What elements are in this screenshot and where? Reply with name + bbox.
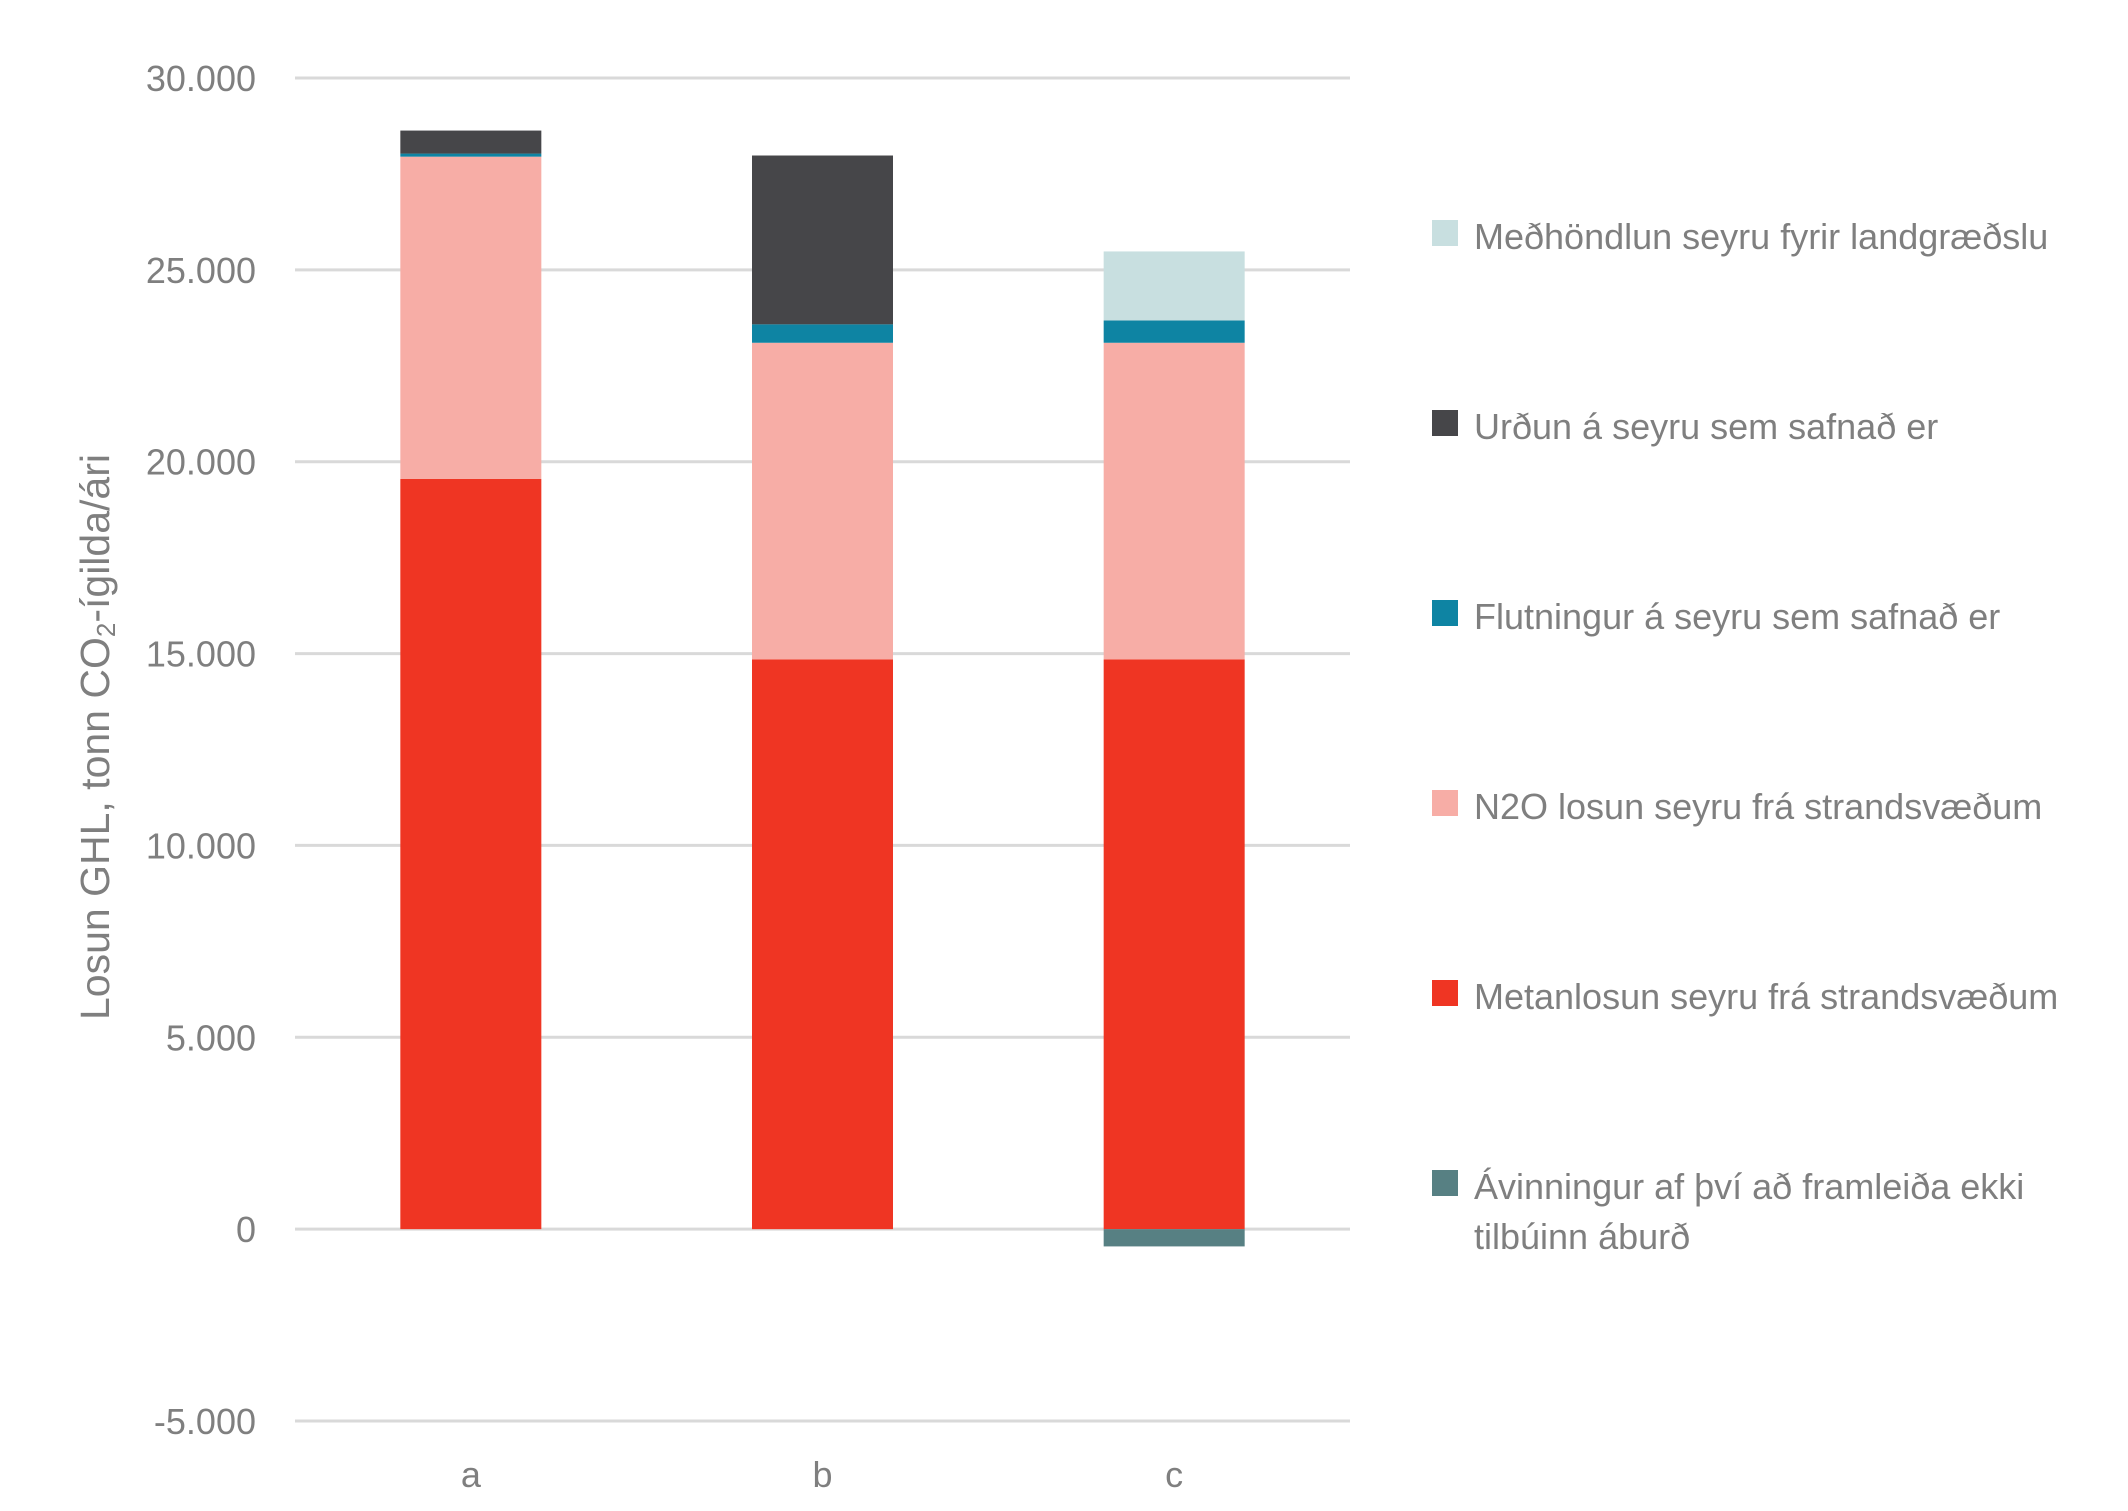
legend-label: Meðhöndlun seyru fyrir landgræðslu	[1474, 216, 2049, 257]
y-tick-label: 30.000	[146, 58, 256, 99]
legend-label: Ávinningur af því að framleiða ekki tilb…	[1474, 1166, 2025, 1257]
legend-label: N2O losun seyru frá strandsvæðum	[1474, 786, 2043, 827]
y-tick-label: 15.000	[146, 634, 256, 675]
legend-swatch	[1432, 980, 1458, 1006]
bar-segment	[1103, 659, 1245, 1230]
legend-swatch	[1432, 600, 1458, 626]
y-axis-label-suffix: -ígilda/ári	[72, 454, 118, 623]
legend-swatch	[1432, 1170, 1458, 1196]
y-axis-label-subscript: 2	[91, 622, 121, 638]
legend-label: Metanlosun seyru frá strandsvæðum	[1474, 976, 2059, 1017]
y-tick-label: 25.000	[146, 250, 256, 291]
legend-label: Urðun á seyru sem safnað er	[1474, 406, 1939, 447]
legend-item: Meðhöndlun seyru fyrir landgræðslu	[1432, 212, 2114, 262]
bar-segment	[1103, 320, 1245, 343]
legend-item: Ávinningur af því að framleiða ekki tilb…	[1432, 1162, 2114, 1262]
legend-item: Flutningur á seyru sem safnað er	[1432, 592, 2114, 642]
legend-swatch	[1432, 410, 1458, 436]
y-axis-label: Losun GHL, tonn CO2-ígilda/ári	[72, 454, 122, 1020]
bar-segment	[1103, 342, 1245, 660]
bar-segment	[400, 153, 542, 157]
legend-swatch	[1432, 790, 1458, 816]
legend-item: Metanlosun seyru frá strandsvæðum	[1432, 972, 2114, 1022]
x-axis-categories: a b c	[461, 1454, 1183, 1495]
legend-item: Urðun á seyru sem safnað er	[1432, 402, 2114, 452]
legend-swatch	[1432, 220, 1458, 246]
x-category-label: b	[812, 1454, 832, 1495]
bar-segment	[400, 478, 542, 1230]
legend: Meðhöndlun seyru fyrir landgræðslu Urðun …	[1432, 0, 2122, 1511]
legend-item: N2O losun seyru frá strandsvæðum	[1432, 782, 2114, 832]
bar-segment	[752, 155, 893, 325]
bar-segment	[400, 156, 542, 479]
y-tick-label: 20.000	[146, 442, 256, 483]
y-tick-label: -5.000	[154, 1401, 256, 1442]
legend-label: Flutningur á seyru sem safnað er	[1474, 596, 2001, 637]
bar-segment	[752, 324, 893, 343]
bar-segment	[1103, 1229, 1245, 1247]
y-axis-ticks: -5.000 0 5.000 10.000 15.000 20.000 25.000 30.0…	[146, 58, 256, 1442]
y-tick-label: 5.000	[166, 1017, 256, 1058]
bar-segment	[400, 130, 542, 154]
y-tick-label: 10.000	[146, 825, 256, 866]
bar-segment	[752, 342, 893, 660]
bar-segment	[752, 659, 893, 1230]
y-tick-label: 0	[236, 1209, 256, 1250]
x-category-label: c	[1165, 1454, 1183, 1495]
x-category-label: a	[461, 1454, 482, 1495]
y-axis-label-prefix: Losun GHL, tonn CO	[72, 637, 118, 1020]
bars	[400, 130, 1245, 1247]
bar-segment	[1103, 251, 1245, 321]
